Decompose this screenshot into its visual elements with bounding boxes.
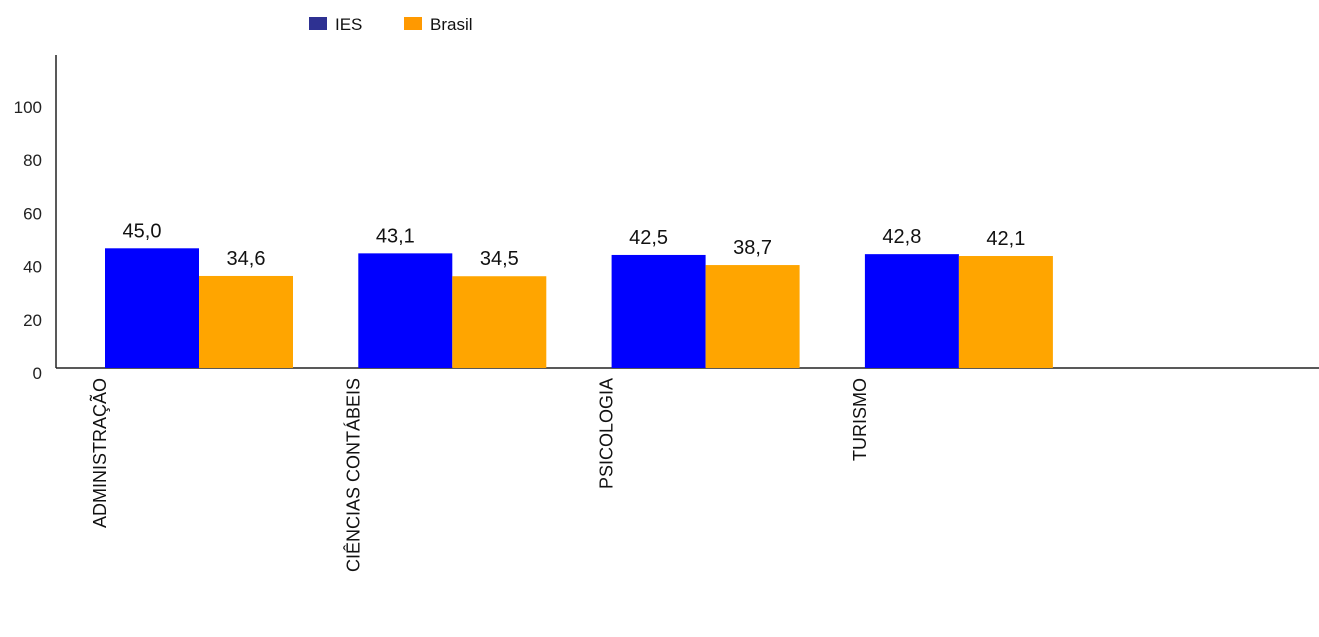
category-label: CIÊNCIAS CONTÁBEIS — [343, 378, 363, 572]
bars — [105, 248, 1053, 368]
bar — [864, 254, 959, 368]
bar — [958, 256, 1053, 368]
bar — [705, 265, 800, 368]
bar — [105, 248, 199, 368]
data-label: 42,8 — [882, 226, 921, 248]
y-axis: 0 20 40 60 80 100 — [14, 55, 57, 383]
legend-swatch — [309, 17, 327, 30]
data-label: 42,5 — [629, 227, 668, 249]
data-label: 43,1 — [376, 225, 415, 247]
y-tick-label: 100 — [14, 98, 42, 117]
bar — [199, 275, 293, 368]
category-label: ADMINISTRAÇÃO — [89, 378, 110, 528]
bar — [358, 253, 453, 368]
category-label: PSICOLOGIA — [597, 378, 617, 489]
legend-label: IES — [335, 15, 362, 34]
data-label: 38,7 — [733, 237, 772, 259]
data-label: 42,1 — [986, 228, 1025, 250]
data-label: 34,6 — [227, 248, 266, 270]
category-labels: ADMINISTRAÇÃO CIÊNCIAS CONTÁBEIS PSICOLOGI… — [89, 378, 870, 572]
bar — [611, 254, 706, 368]
y-tick-label: 80 — [23, 151, 42, 170]
data-label: 45,0 — [123, 220, 162, 242]
legend-swatch — [404, 17, 422, 30]
y-tick-label: 60 — [23, 204, 42, 223]
y-tick-label: 20 — [23, 311, 42, 330]
category-label: TURISMO — [850, 378, 870, 461]
data-labels: 45,0 34,6 43,1 34,5 42,5 38,7 42,8 42,1 — [123, 220, 1026, 270]
y-tick-label: 0 — [33, 364, 42, 383]
legend-label: Brasil — [430, 15, 473, 34]
legend: IES Brasil — [309, 15, 473, 34]
y-tick-label: 40 — [23, 258, 42, 277]
bar — [452, 276, 547, 368]
data-label: 34,5 — [480, 248, 519, 270]
